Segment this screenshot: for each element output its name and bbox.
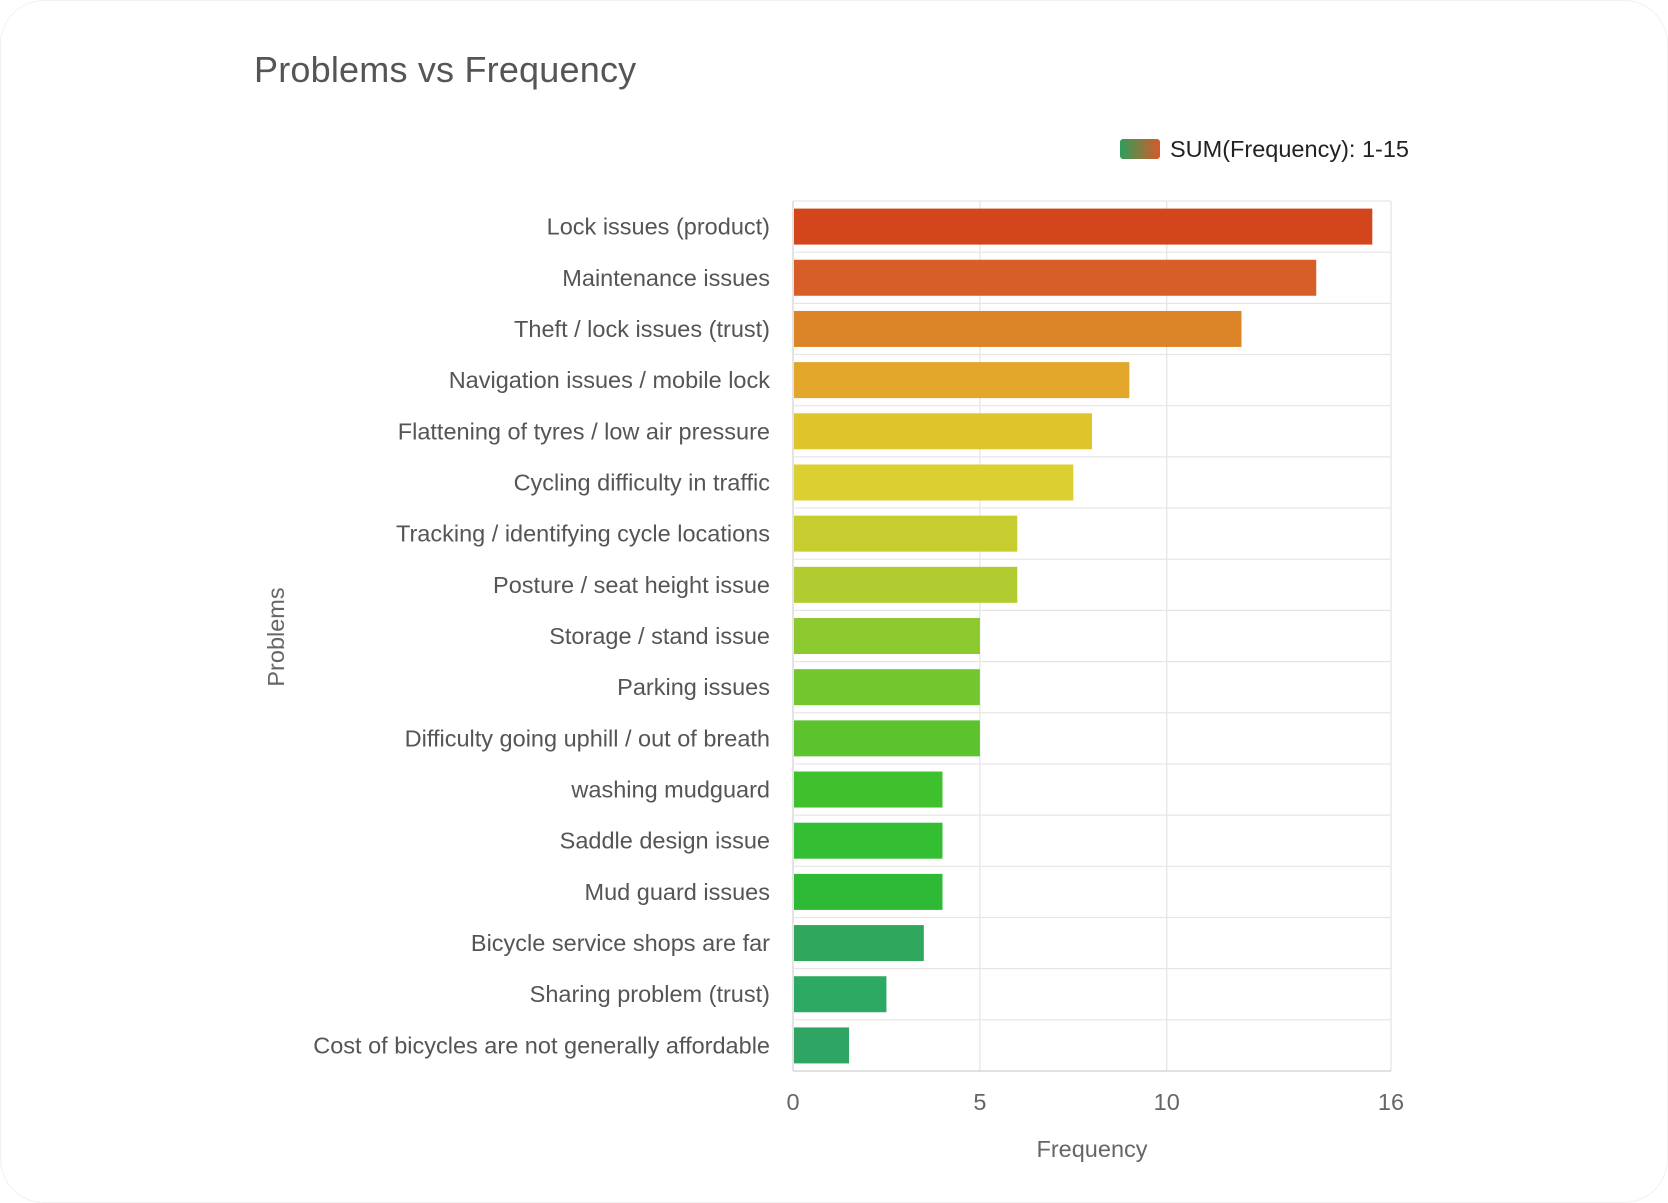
category-label: Storage / stand issue [549,623,770,649]
category-label: Tracking / identifying cycle locations [396,521,770,547]
category-label: Posture / seat height issue [493,572,770,598]
category-label: Maintenance issues [562,265,770,291]
bar[interactable] [794,464,1074,501]
bar[interactable] [794,208,1373,245]
bar[interactable] [794,976,887,1013]
legend-label: SUM(Frequency): 1-15 [1170,136,1409,162]
category-label: Sharing problem (trust) [530,981,770,1007]
bar[interactable] [794,925,924,962]
x-tick-label: 0 [786,1089,799,1115]
x-tick-label: 16 [1378,1089,1404,1115]
legend-swatch [1120,139,1160,159]
category-label: Parking issues [617,674,770,700]
category-label: Theft / lock issues (trust) [514,316,770,342]
chart-title: Problems vs Frequency [254,49,637,90]
category-label: Navigation issues / mobile lock [449,367,771,393]
bar[interactable] [794,515,1018,552]
bar[interactable] [794,771,943,808]
category-label: Difficulty going uphill / out of breath [405,725,770,751]
bar[interactable] [794,873,943,910]
bar[interactable] [794,1027,850,1064]
category-label: Cost of bicycles are not generally affor… [313,1032,770,1058]
y-axis-title: Problems [263,587,289,686]
bar[interactable] [794,310,1242,347]
x-tick-label: 10 [1154,1089,1180,1115]
bar[interactable] [794,618,980,654]
bar[interactable] [794,413,1092,450]
category-label: Cycling difficulty in traffic [514,469,771,495]
x-tick-label: 5 [973,1089,986,1115]
x-axis-title: Frequency [1036,1136,1147,1162]
category-label: Flattening of tyres / low air pressure [398,418,770,444]
category-labels: Lock issues (product) Maintenance issues T… [313,214,770,1059]
category-label: Lock issues (product) [547,214,770,240]
bar[interactable] [794,259,1317,296]
bar[interactable] [794,720,980,757]
bars [794,208,1373,1064]
category-label: Bicycle service shops are far [471,930,770,956]
category-label: Saddle design issue [560,828,770,854]
bar[interactable] [794,669,980,706]
category-label: Mud guard issues [585,879,771,905]
legend[interactable]: SUM(Frequency): 1-15 [1120,136,1409,162]
bar[interactable] [794,566,1018,603]
bar[interactable] [794,362,1130,399]
bar[interactable] [794,822,943,859]
category-label: washing mudguard [570,777,770,803]
x-tick-labels: 0 5 10 16 [786,1089,1404,1115]
